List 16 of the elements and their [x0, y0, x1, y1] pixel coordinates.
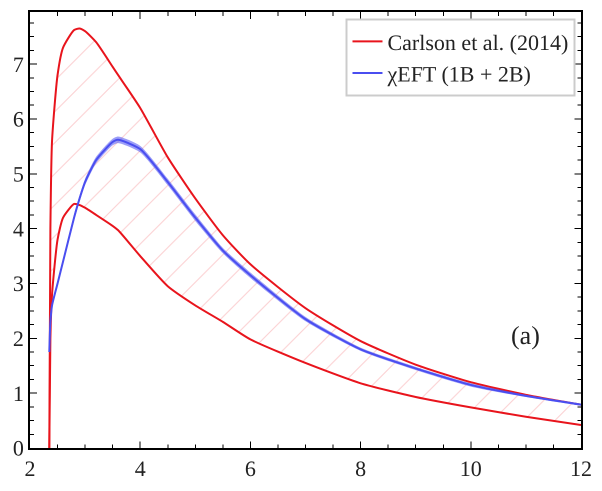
x-tick-label: 12: [570, 456, 592, 482]
y-tick-label: 5: [12, 161, 24, 186]
y-tick-label: 0: [12, 436, 24, 461]
legend-label: Carlson et al. (2014): [387, 30, 568, 55]
y-tick-label: 2: [12, 326, 24, 352]
legend-label: χEFT (1B + 2B): [386, 62, 531, 87]
x-tick-label: 8: [355, 456, 366, 482]
annotation: (a): [511, 321, 540, 350]
x-tick-label: 4: [134, 456, 146, 482]
y-tick-label: 3: [12, 271, 24, 296]
y-tick-label: 1: [12, 380, 24, 406]
y-tick-label: 7: [12, 52, 24, 77]
y-tick-label: 4: [12, 216, 24, 242]
x-tick-label: 10: [460, 456, 482, 482]
y-tick-label: 6: [12, 106, 24, 132]
x-tick-label: 6: [244, 456, 256, 482]
